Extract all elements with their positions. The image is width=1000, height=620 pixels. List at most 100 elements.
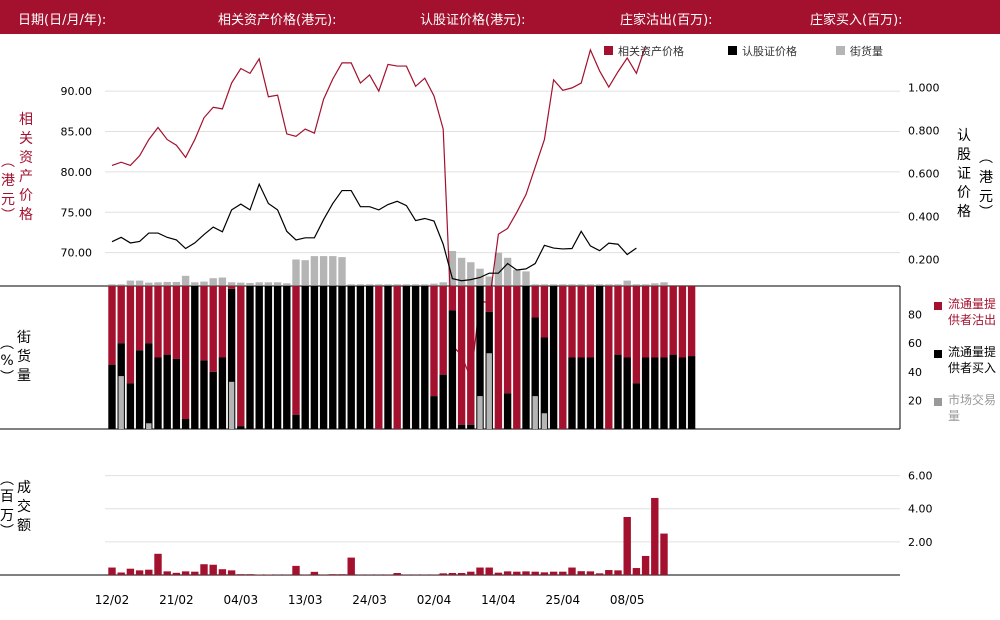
outstanding-bar (623, 280, 631, 285)
outstanding-bar (384, 284, 392, 285)
outstanding-bar (411, 284, 420, 285)
mm-bought-bar (181, 418, 190, 429)
mm-sold-bar (126, 286, 135, 384)
outstanding-bar (227, 282, 236, 285)
mm-sold-bar (531, 286, 539, 318)
x-axis-tick: 12/02 (95, 593, 130, 607)
outstanding-bar (485, 276, 493, 285)
legend-label: 流通量提 (948, 296, 996, 311)
mm-bought-bar (218, 357, 227, 429)
turnover-bar (531, 571, 539, 575)
turnover-bar (246, 574, 254, 575)
mm-sold-bar (375, 286, 383, 429)
turnover-bar (467, 571, 475, 575)
x-axis-tick: 13/03 (288, 593, 323, 607)
market-volume-bar (532, 396, 538, 429)
mm-bought-bar (411, 286, 420, 429)
mm-sold-bar (181, 286, 190, 419)
outstanding-bar (108, 284, 116, 285)
mm-bought-bar (319, 286, 328, 429)
left-axis-title: 资 (19, 150, 33, 166)
outstanding-bar (246, 282, 254, 285)
outstanding-axis-title: % (0, 353, 13, 369)
turnover-axis-title: 额 (17, 518, 31, 534)
left-axis-tick: 75.00 (61, 206, 93, 219)
turnover-bar (292, 565, 300, 575)
mm-sold-bar (145, 286, 153, 344)
turnover-axis-tick: 4.00 (908, 503, 933, 516)
mm-sold-bar (448, 286, 457, 311)
left-axis-tick: 80.00 (61, 166, 93, 179)
mm-bought-bar (522, 286, 530, 429)
mm-bought-bar (651, 357, 659, 429)
mm-sold-bar (494, 286, 503, 429)
outstanding-bar (172, 281, 181, 285)
right-axis-title: 股 (957, 147, 971, 163)
outstanding-bar (522, 271, 530, 285)
turnover-bar (209, 564, 217, 575)
header-bar: 日期(日/月/年): 相关资产价格(港元): 认股证价格(港元): 庄家沽出(百… (0, 0, 1000, 34)
outstanding-bar (375, 284, 383, 285)
turnover-axis-title: ︶ (0, 524, 14, 540)
market-volume-bar (477, 396, 483, 429)
legend-label: 供者沽出 (948, 313, 996, 327)
mm-sold-bar (172, 286, 181, 359)
turnover-bar (181, 571, 190, 575)
turnover-bar (457, 573, 466, 575)
turnover-bar (135, 570, 144, 575)
left-axis-title: ︵ (1, 154, 15, 170)
legend-label: 量 (948, 409, 960, 423)
turnover-bar (393, 573, 401, 575)
underlying-price-line (111, 45, 647, 379)
mm-bought-bar (154, 357, 162, 429)
turnover-bar (338, 574, 346, 575)
mm-sold-bar (641, 286, 650, 358)
outstanding-bar (310, 256, 319, 285)
warrant-price-line (111, 182, 637, 282)
legend-swatch (934, 350, 942, 358)
legend-label: 街货量 (850, 44, 883, 58)
x-axis-tick: 25/04 (546, 593, 581, 607)
turnover-bar (568, 567, 576, 575)
outstanding-axis-tick: 60 (908, 337, 922, 350)
outstanding-bar (632, 284, 641, 285)
outstanding-bar (531, 284, 539, 285)
mm-sold-bar (513, 286, 521, 429)
legend-swatch (836, 46, 845, 55)
right-axis-tick: 0.400 (908, 210, 940, 223)
outstanding-bar (338, 257, 346, 285)
mm-sold-bar (568, 286, 576, 358)
outstanding-bar (467, 262, 475, 285)
market-volume-bar (118, 376, 124, 429)
outstanding-bar (191, 282, 199, 285)
outstanding-bar (356, 284, 365, 285)
outstanding-bar (292, 259, 300, 285)
legend-label: 相关资产价格 (618, 44, 684, 58)
mm-sold-bar (393, 286, 401, 429)
turnover-bar (163, 571, 171, 575)
turnover-bar (347, 557, 355, 575)
turnover-axis-title: 交 (17, 498, 31, 515)
mm-bought-bar (292, 414, 300, 429)
mm-bought-bar (329, 286, 337, 429)
left-axis-title: 格 (19, 207, 33, 223)
turnover-axis-title: 百 (0, 489, 14, 505)
turnover-bar (586, 571, 595, 575)
market-volume-bar (486, 353, 492, 429)
mm-sold-bar (605, 286, 613, 429)
outstanding-bar (237, 282, 245, 285)
mm-bought-bar (586, 357, 595, 429)
turnover-bar (595, 573, 604, 575)
outstanding-bar (301, 260, 309, 285)
mm-bought-bar (402, 286, 411, 429)
mm-bought-bar (439, 374, 447, 429)
legend-swatch (728, 46, 737, 55)
mm-bought-bar (237, 426, 245, 429)
mm-bought-bar (687, 356, 696, 429)
mm-sold-bar (559, 286, 567, 429)
outstanding-axis-tick: 80 (908, 309, 922, 322)
turnover-bar (522, 571, 530, 575)
right-axis-tick: 0.600 (908, 167, 940, 180)
outstanding-bar (209, 278, 217, 285)
mm-sold-bar (503, 286, 512, 394)
